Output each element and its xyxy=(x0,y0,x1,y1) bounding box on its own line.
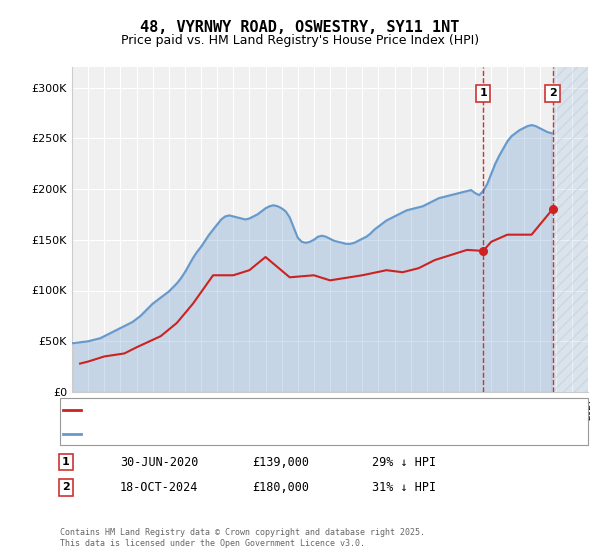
Text: 18-OCT-2024: 18-OCT-2024 xyxy=(120,480,199,494)
Text: HPI: Average price, semi-detached house, Shropshire: HPI: Average price, semi-detached house,… xyxy=(84,429,403,439)
Text: Price paid vs. HM Land Registry's House Price Index (HPI): Price paid vs. HM Land Registry's House … xyxy=(121,34,479,46)
Point xyxy=(478,246,488,255)
Text: 48, VYRNWY ROAD, OSWESTRY, SY11 1NT (semi-detached house): 48, VYRNWY ROAD, OSWESTRY, SY11 1NT (sem… xyxy=(84,405,440,415)
Text: £180,000: £180,000 xyxy=(252,480,309,494)
Text: 1: 1 xyxy=(479,88,487,98)
Text: 48, VYRNWY ROAD, OSWESTRY, SY11 1NT: 48, VYRNWY ROAD, OSWESTRY, SY11 1NT xyxy=(140,20,460,35)
Text: Contains HM Land Registry data © Crown copyright and database right 2025.
This d: Contains HM Land Registry data © Crown c… xyxy=(60,528,425,548)
Text: 31% ↓ HPI: 31% ↓ HPI xyxy=(372,480,436,494)
Text: 1: 1 xyxy=(62,457,70,467)
Text: 2: 2 xyxy=(548,88,556,98)
Text: 30-JUN-2020: 30-JUN-2020 xyxy=(120,455,199,469)
Text: 2: 2 xyxy=(62,482,70,492)
Point xyxy=(548,205,557,214)
Text: £139,000: £139,000 xyxy=(252,455,309,469)
Text: 29% ↓ HPI: 29% ↓ HPI xyxy=(372,455,436,469)
Bar xyxy=(553,67,588,392)
